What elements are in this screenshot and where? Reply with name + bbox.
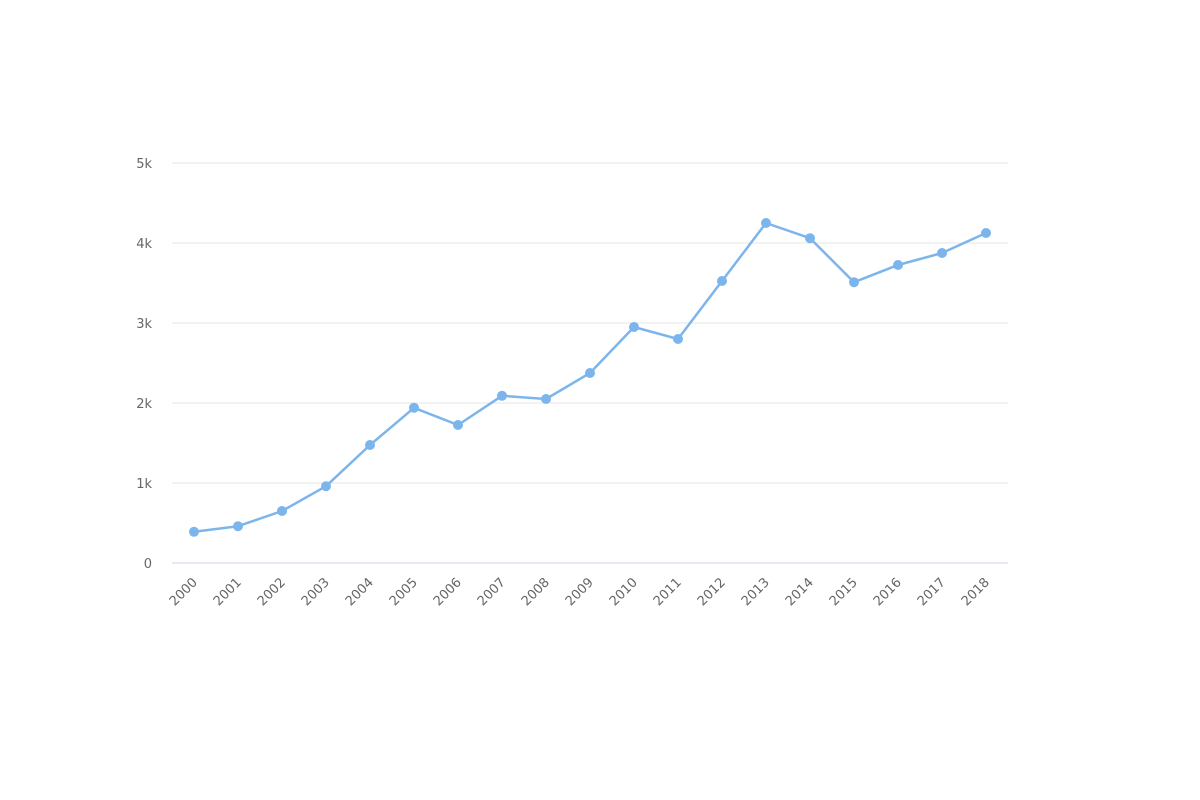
x-tick-label: 2011: [651, 575, 685, 609]
x-tick-label: 2018: [959, 575, 993, 609]
y-tick-label: 1k: [136, 477, 152, 492]
data-point: [673, 334, 683, 344]
data-point: [541, 394, 551, 404]
y-tick-label: 0: [144, 557, 152, 572]
x-tick-label: 2001: [211, 575, 245, 609]
x-tick-label: 2003: [299, 575, 333, 609]
x-tick-label: 2006: [431, 575, 465, 609]
data-point: [277, 506, 287, 516]
data-point: [717, 276, 727, 286]
data-point: [893, 260, 903, 270]
data-point: [805, 233, 815, 244]
data-point: [321, 481, 331, 492]
data-point: [585, 368, 595, 378]
data-point: [365, 440, 375, 450]
data-point: [981, 228, 991, 238]
x-tick-label: 2016: [871, 575, 905, 609]
data-point: [849, 277, 859, 288]
x-tick-label: 2014: [783, 575, 817, 609]
y-tick-label: 2k: [136, 397, 152, 412]
x-tick-label: 2017: [915, 575, 949, 609]
data-point: [453, 420, 463, 430]
x-tick-label: 2005: [387, 575, 421, 609]
y-tick-label: 5k: [136, 157, 152, 172]
data-point: [189, 526, 199, 537]
x-tick-label: 2015: [827, 575, 861, 609]
data-point: [629, 322, 639, 332]
x-tick-label: 2000: [167, 575, 201, 609]
x-tick-label: 2013: [739, 575, 773, 609]
data-point: [761, 218, 771, 228]
x-tick-label: 2012: [695, 575, 729, 609]
data-point: [937, 248, 947, 258]
x-tick-label: 2002: [255, 575, 289, 609]
x-tick-label: 2004: [343, 575, 377, 609]
data-point: [409, 402, 419, 413]
y-tick-label: 3k: [136, 317, 152, 332]
x-tick-label: 2008: [519, 575, 553, 609]
y-tick-label: 4k: [136, 237, 152, 252]
data-point: [497, 390, 507, 401]
data-point: [233, 521, 243, 532]
x-tick-label: 2009: [563, 575, 597, 609]
x-tick-label: 2007: [475, 575, 509, 609]
x-tick-label: 2010: [607, 575, 641, 609]
